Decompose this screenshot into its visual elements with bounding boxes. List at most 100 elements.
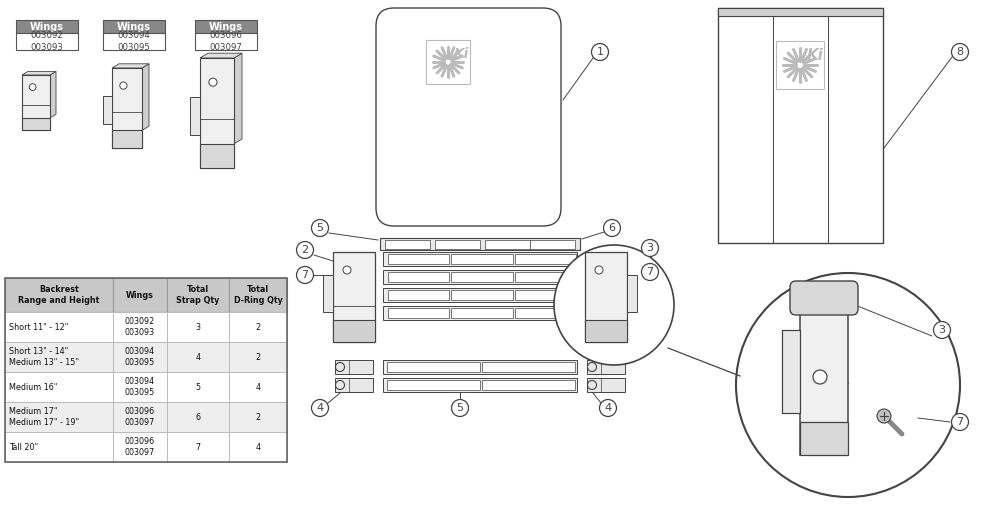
Text: 003096
003097: 003096 003097 xyxy=(210,31,242,52)
Bar xyxy=(585,252,627,342)
Bar xyxy=(113,312,167,342)
Circle shape xyxy=(312,399,328,416)
Bar xyxy=(383,360,577,374)
Bar xyxy=(585,319,627,342)
Text: 4: 4 xyxy=(316,403,324,413)
Bar xyxy=(383,378,577,392)
Bar xyxy=(482,380,575,390)
Bar xyxy=(5,402,113,432)
Bar xyxy=(167,278,229,312)
Bar xyxy=(5,278,113,312)
Text: Wings: Wings xyxy=(117,22,151,31)
Bar xyxy=(195,33,257,50)
Bar xyxy=(16,33,78,50)
Text: Short 13" - 14"
Medium 13" - 15": Short 13" - 14" Medium 13" - 15" xyxy=(9,347,79,367)
Bar xyxy=(451,290,513,300)
Bar xyxy=(113,342,167,372)
Circle shape xyxy=(452,399,468,416)
Bar xyxy=(113,278,167,312)
Text: 4: 4 xyxy=(256,382,260,392)
Circle shape xyxy=(554,245,674,365)
Text: 7: 7 xyxy=(956,417,964,427)
Bar xyxy=(782,330,800,412)
Bar xyxy=(385,239,430,249)
Bar xyxy=(388,272,449,282)
Bar xyxy=(335,378,373,392)
Text: 3: 3 xyxy=(646,243,654,253)
Circle shape xyxy=(736,273,960,497)
Circle shape xyxy=(642,239,658,256)
Bar xyxy=(103,96,112,124)
Text: Backrest
Range and Height: Backrest Range and Height xyxy=(18,285,100,305)
Bar xyxy=(387,362,480,372)
Text: Total
D-Ring Qty: Total D-Ring Qty xyxy=(234,285,282,305)
Bar xyxy=(229,278,287,312)
Bar xyxy=(426,40,470,84)
Text: 6: 6 xyxy=(608,223,616,233)
Bar xyxy=(5,312,113,342)
Bar xyxy=(482,362,575,372)
Bar xyxy=(190,96,200,135)
Bar xyxy=(585,319,627,342)
Bar xyxy=(195,20,257,33)
Circle shape xyxy=(296,266,314,283)
Circle shape xyxy=(952,413,968,430)
Bar xyxy=(383,306,577,320)
Bar xyxy=(800,422,848,455)
Text: Ki: Ki xyxy=(807,49,823,63)
Bar xyxy=(113,432,167,462)
FancyBboxPatch shape xyxy=(376,8,561,226)
Bar xyxy=(587,360,625,374)
Bar xyxy=(22,118,50,130)
Polygon shape xyxy=(22,71,56,75)
Bar xyxy=(515,290,576,300)
Bar xyxy=(167,432,229,462)
Text: 7: 7 xyxy=(195,443,201,452)
Text: Total
Strap Qty: Total Strap Qty xyxy=(176,285,220,305)
Circle shape xyxy=(877,409,891,423)
Bar xyxy=(167,312,229,342)
Bar xyxy=(387,380,480,390)
Bar xyxy=(103,20,165,33)
Bar xyxy=(451,272,513,282)
Text: 003094
003095: 003094 003095 xyxy=(118,31,150,52)
Circle shape xyxy=(595,266,603,274)
Bar xyxy=(585,252,627,342)
Bar xyxy=(388,290,449,300)
Bar xyxy=(530,239,575,249)
Bar xyxy=(5,278,287,462)
Bar xyxy=(718,8,883,16)
Circle shape xyxy=(29,84,36,90)
Circle shape xyxy=(600,399,616,416)
Text: 003096
003097: 003096 003097 xyxy=(125,407,155,427)
Circle shape xyxy=(209,78,217,86)
Text: 2: 2 xyxy=(255,322,261,331)
Text: 5: 5 xyxy=(456,403,464,413)
Text: Wings: Wings xyxy=(30,22,64,31)
Text: Medium 16": Medium 16" xyxy=(9,382,57,392)
Bar xyxy=(627,275,637,312)
Circle shape xyxy=(592,43,608,60)
Bar xyxy=(103,33,165,50)
Text: Wings: Wings xyxy=(126,291,154,299)
Bar xyxy=(5,372,113,402)
Bar xyxy=(113,402,167,432)
Polygon shape xyxy=(50,71,56,118)
Bar xyxy=(112,68,142,148)
Text: 4: 4 xyxy=(256,443,260,452)
Text: 8: 8 xyxy=(956,47,964,57)
Text: 4: 4 xyxy=(196,352,200,362)
Bar xyxy=(333,252,375,342)
Bar xyxy=(229,312,287,342)
Circle shape xyxy=(595,266,603,274)
Text: 003094
003095: 003094 003095 xyxy=(125,347,155,367)
Text: 7: 7 xyxy=(301,270,309,280)
Text: 2: 2 xyxy=(255,352,261,362)
Circle shape xyxy=(642,264,658,281)
Bar xyxy=(167,342,229,372)
Bar xyxy=(451,308,513,318)
Circle shape xyxy=(952,43,968,60)
Text: 1: 1 xyxy=(596,47,604,57)
Text: Tall 20": Tall 20" xyxy=(9,443,38,452)
Text: 3: 3 xyxy=(938,325,946,335)
